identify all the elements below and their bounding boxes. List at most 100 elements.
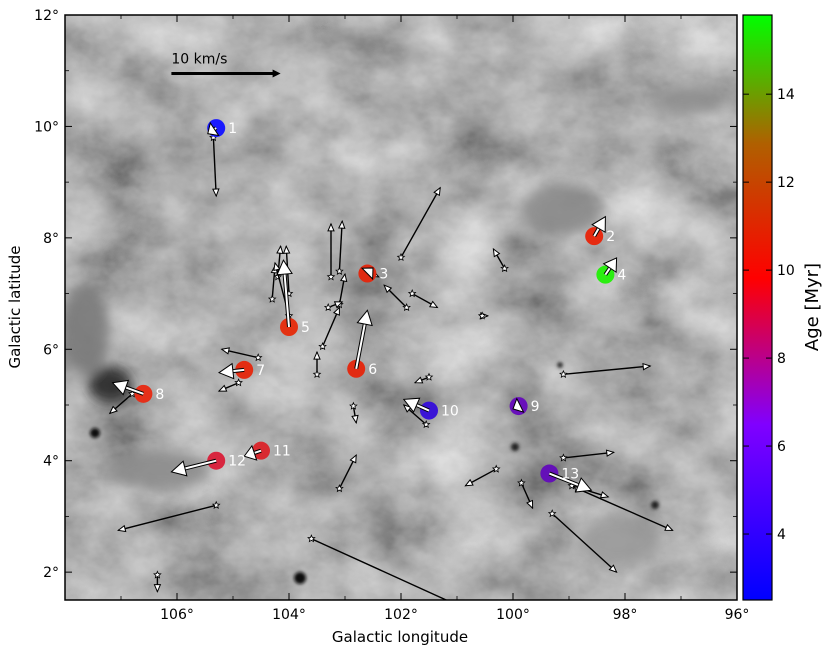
cluster-8: 8	[111, 379, 164, 403]
star-marker	[318, 341, 327, 351]
cluster-label: 6	[368, 362, 377, 378]
star-vector-head	[429, 300, 439, 309]
colorbar-tick-label: 12	[777, 175, 795, 191]
star-marker	[500, 263, 509, 273]
star-vector-line	[311, 538, 448, 600]
cluster-label: 8	[155, 387, 164, 403]
star-marker	[326, 272, 336, 281]
star-vector	[326, 222, 336, 281]
star-vector-head	[313, 350, 321, 360]
x-axis-label: Galactic longitude	[332, 628, 468, 646]
star-vector-head	[433, 186, 441, 197]
star-vector	[402, 404, 431, 429]
scale-bar-label: 10 km/s	[171, 52, 227, 68]
star-marker	[323, 302, 333, 312]
dark-cloud-spots	[90, 362, 659, 584]
cluster-vector-line	[593, 227, 600, 237]
x-tick-label: 96°	[725, 607, 750, 623]
colorbar-label: Age [Myr]	[802, 263, 823, 351]
star-vector-head	[642, 362, 652, 371]
cluster-5: 5	[276, 259, 310, 336]
star-vector-head	[664, 523, 674, 531]
star-marker	[407, 289, 417, 298]
star-vector	[312, 350, 322, 379]
star-vector	[108, 389, 137, 415]
x-tick-label: 100°	[496, 607, 530, 623]
star-vector-head	[282, 244, 291, 254]
cluster-7: 7	[217, 360, 265, 380]
cluster-2: 2	[585, 215, 615, 246]
x-tick-label: 98°	[613, 607, 638, 623]
dust-map-background	[65, 15, 737, 600]
colorbar: 4 6 8 10 12 14 Age [Myr]	[742, 14, 823, 601]
y-tick-label: 2°	[43, 565, 59, 581]
cluster-vector-line	[125, 386, 144, 395]
y-tick-label: 12°	[34, 8, 59, 24]
star-vector-head	[108, 405, 118, 415]
star-vector	[217, 378, 243, 392]
star-vector	[323, 301, 344, 312]
star-marker	[349, 401, 358, 410]
star-vector	[335, 454, 357, 493]
star-marker	[559, 453, 568, 462]
cluster-vector-head	[217, 362, 235, 380]
star-vector-head	[349, 454, 357, 464]
star-marker	[153, 570, 162, 579]
star-vector	[547, 509, 618, 573]
cluster-6: 6	[347, 309, 377, 378]
star-vector	[220, 347, 263, 362]
star-vector-head	[327, 222, 335, 232]
star-marker	[253, 353, 263, 362]
colorbar-gradient	[742, 14, 773, 601]
star-vector-head	[599, 491, 610, 499]
cluster-vector-line	[253, 449, 262, 454]
star-marker	[402, 302, 411, 312]
star-marker	[335, 266, 344, 275]
cluster-label: 2	[606, 229, 615, 245]
star-vector	[335, 219, 346, 275]
x-tick-label: 102°	[384, 607, 418, 623]
cluster-vector-head	[512, 397, 525, 413]
star-marker	[335, 484, 344, 493]
star-vector	[396, 186, 441, 262]
star-vector-head	[273, 261, 281, 272]
cluster-vector-line	[355, 323, 366, 369]
star-vector	[464, 464, 501, 487]
star-marker	[396, 252, 406, 262]
star-marker	[234, 378, 243, 387]
cluster-12: 12	[170, 451, 246, 477]
y-tick-label: 4°	[43, 454, 59, 470]
colorbar-tick-label: 6	[777, 439, 786, 455]
dark-cloud-regions	[65, 85, 725, 565]
cluster-13: 13	[540, 464, 593, 493]
cluster-vector-head	[170, 460, 188, 477]
cluster-vector-line	[283, 274, 290, 328]
scale-bar-arrowhead	[272, 69, 281, 78]
cluster-10: 10	[402, 397, 459, 420]
star-vector-line	[338, 221, 343, 272]
star-vector	[559, 449, 616, 462]
star-vector-head	[220, 347, 230, 355]
cluster-vector-head	[402, 397, 421, 413]
cluster-9: 9	[509, 397, 540, 416]
cluster-vector-line	[604, 267, 611, 276]
star-vector-line	[563, 451, 614, 459]
star-vector-head	[338, 219, 346, 229]
star-vector	[492, 247, 509, 273]
cluster-label: 12	[228, 454, 246, 470]
star-marker	[559, 369, 568, 379]
star-vector-line	[563, 365, 651, 376]
star-vector-line	[118, 504, 217, 532]
star-vector	[477, 311, 490, 320]
cluster-11: 11	[243, 441, 291, 461]
star-vector	[307, 534, 448, 600]
cluster-label: 1	[228, 121, 237, 137]
cluster-label: 3	[379, 267, 388, 283]
star-vectors	[108, 133, 674, 600]
star-vector	[209, 133, 220, 198]
scale-bar: 10 km/s	[171, 52, 281, 78]
cluster-vector-head	[360, 267, 374, 281]
star-vector	[517, 478, 534, 510]
star-vector-line	[577, 487, 673, 531]
cluster-1: 1	[207, 119, 237, 138]
